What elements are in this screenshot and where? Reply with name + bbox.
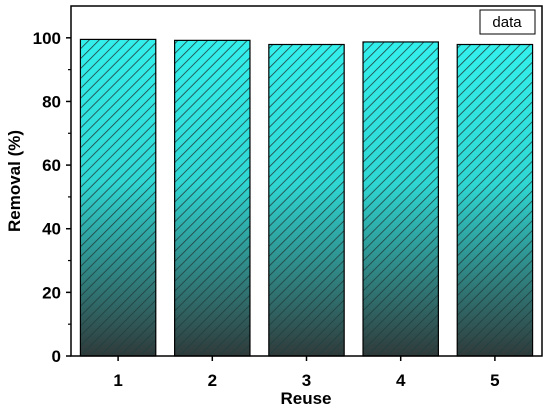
x-axis: 1 2 3 4 5 — [113, 356, 500, 390]
legend-label: data — [492, 14, 522, 31]
bar-5 — [456, 43, 534, 357]
bar-2 — [174, 39, 251, 357]
x-tick-label: 4 — [396, 371, 406, 390]
bar-hatch — [79, 38, 157, 357]
x-tick-label: 5 — [490, 371, 499, 390]
bar-hatch — [268, 43, 345, 357]
y-tick-label: 0 — [52, 347, 61, 366]
y-axis-title: Removal (%) — [5, 130, 24, 232]
bar-hatch — [362, 41, 439, 357]
bar-4 — [362, 41, 439, 357]
x-tick-label: 3 — [302, 371, 311, 390]
legend-box — [479, 9, 536, 35]
bar-hatch — [456, 43, 534, 357]
bars — [79, 38, 534, 357]
y-tick-label: 80 — [42, 92, 61, 111]
y-axis: 0 20 40 60 80 100 — [33, 29, 71, 366]
y-tick-label: 100 — [33, 29, 61, 48]
y-tick-label: 20 — [42, 283, 61, 302]
bar-1 — [79, 38, 157, 357]
bar-3 — [268, 43, 345, 357]
legend: data — [479, 9, 536, 35]
x-tick-label: 2 — [208, 371, 217, 390]
x-tick-label: 1 — [113, 371, 122, 390]
y-tick-label: 40 — [42, 220, 61, 239]
y-tick-label: 60 — [42, 156, 61, 175]
x-axis-title: Reuse — [280, 389, 331, 408]
bar-hatch — [174, 39, 251, 357]
